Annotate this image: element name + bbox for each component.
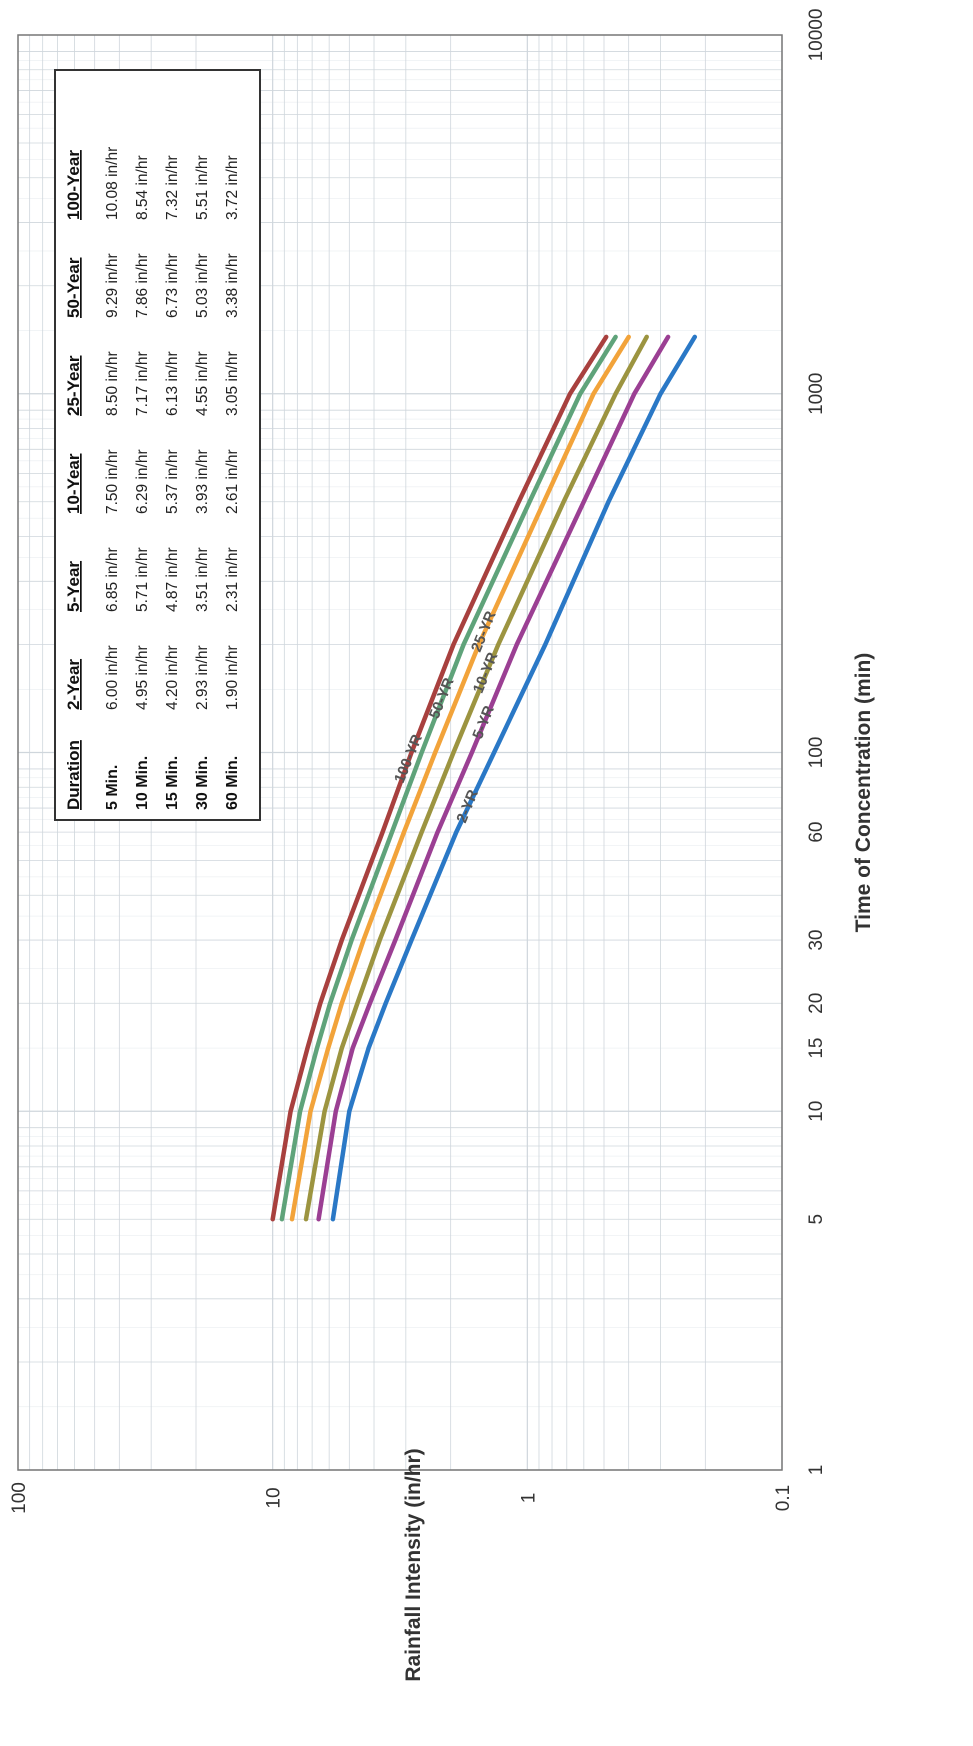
table-header-cell: 10-Year xyxy=(64,453,83,514)
intensity-table: Duration 2-Year 5-Year 10-Year 25-Year 50-Yea… xyxy=(54,69,261,821)
table-header-cell: 25-Year xyxy=(64,355,83,416)
table-cell: 4.55 in/hr xyxy=(194,351,211,416)
table-cell: 7.50 in/hr xyxy=(104,449,121,514)
table-cell: 8.50 in/hr xyxy=(104,351,121,416)
x-tick-label: 10000 xyxy=(806,9,827,62)
x-tick-label: 30 xyxy=(806,930,827,951)
x-tick-label: 1 xyxy=(806,1465,827,1476)
series-line-10-yr xyxy=(303,334,649,1222)
table-cell: 6.85 in/hr xyxy=(104,547,121,612)
table-cell: 2.31 in/hr xyxy=(224,547,241,612)
table-cell: 6.00 in/hr xyxy=(104,645,121,710)
table-cell: 3.51 in/hr xyxy=(194,547,211,612)
x-tick-label: 100 xyxy=(806,737,827,769)
table-cell: 5.03 in/hr xyxy=(194,253,211,318)
table-row-duration: 30 Min. xyxy=(194,756,211,810)
table-cell: 5.37 in/hr xyxy=(164,449,181,514)
y-tick-label: 10 xyxy=(264,1487,285,1508)
table-cell: 5.71 in/hr xyxy=(134,547,151,612)
y-tick-label: 0.1 xyxy=(773,1485,794,1511)
table-cell: 1.90 in/hr xyxy=(224,645,241,710)
table-cell: 6.13 in/hr xyxy=(164,351,181,416)
series-line-100-yr xyxy=(270,334,609,1222)
table-cell: 7.86 in/hr xyxy=(134,253,151,318)
x-tick-label: 1000 xyxy=(806,373,827,415)
x-tick-label: 10 xyxy=(806,1101,827,1122)
x-axis-title: Time of Concentration (min) xyxy=(852,653,875,933)
table-cell: 5.51 in/hr xyxy=(194,155,211,220)
table-header-cell: 2-Year xyxy=(64,659,83,710)
x-tick-label: 20 xyxy=(806,993,827,1014)
x-tick-label: 15 xyxy=(806,1038,827,1059)
series-line-2-yr xyxy=(330,334,698,1222)
plot-frame xyxy=(17,34,783,1471)
table-row-duration: 5 Min. xyxy=(104,765,121,810)
table-cell: 10.08 in/hr xyxy=(104,147,121,220)
series-line-25-yr xyxy=(289,334,631,1222)
table-cell: 4.20 in/hr xyxy=(164,645,181,710)
table-cell: 8.54 in/hr xyxy=(134,155,151,220)
table-cell: 4.87 in/hr xyxy=(164,547,181,612)
table-row-duration: 10 Min. xyxy=(134,756,151,810)
table-row-duration: 60 Min. xyxy=(224,756,241,810)
y-tick-labels: 0.1 1 10 100 xyxy=(9,1482,794,1514)
x-tick-label: 5 xyxy=(806,1214,827,1225)
table-cell: 3.72 in/hr xyxy=(224,155,241,220)
table-cell: 9.29 in/hr xyxy=(104,253,121,318)
x-tick-label: 60 xyxy=(806,822,827,843)
table-header-cell: 100-Year xyxy=(64,150,83,220)
table-row-duration: 15 Min. xyxy=(164,756,181,810)
table-header-cell: 5-Year xyxy=(64,561,83,612)
table-header-cell: 50-Year xyxy=(64,257,83,318)
table-cell: 3.38 in/hr xyxy=(224,253,241,318)
table-cell: 7.17 in/hr xyxy=(134,351,151,416)
table-cell: 6.29 in/hr xyxy=(134,449,151,514)
y-tick-label: 1 xyxy=(518,1493,539,1504)
y-axis-title: Rainfall Intensity (in/hr) xyxy=(402,1448,425,1681)
table-cell: 2.93 in/hr xyxy=(194,645,211,710)
table-header-cell: Duration xyxy=(64,740,83,810)
table-cell: 7.32 in/hr xyxy=(164,155,181,220)
table-cell: 4.95 in/hr xyxy=(134,645,151,710)
table-cell: 2.61 in/hr xyxy=(224,449,241,514)
series-line-5-yr xyxy=(316,334,671,1222)
y-tick-label: 100 xyxy=(9,1482,30,1514)
table-frame xyxy=(54,69,261,821)
table-cell: 3.05 in/hr xyxy=(224,351,241,416)
table-cell: 6.73 in/hr xyxy=(164,253,181,318)
series-line-50-yr xyxy=(279,334,618,1222)
series-lines xyxy=(270,334,698,1222)
table-cell: 3.93 in/hr xyxy=(194,449,211,514)
